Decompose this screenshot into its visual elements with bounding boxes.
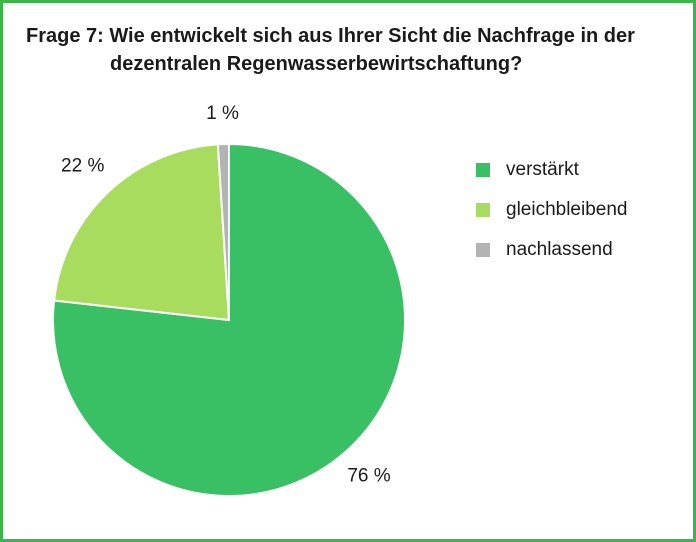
legend-item-1: verstärkt	[476, 150, 628, 190]
legend-swatch-2	[476, 203, 490, 217]
chart-legend: verstärkt gleichbleibend nachlassend	[476, 150, 628, 270]
legend-swatch-3	[476, 243, 490, 257]
pie-slice-3	[216, 142, 230, 321]
legend-label-3: nachlassend	[506, 239, 613, 260]
data-label-1: 76 %	[347, 466, 390, 487]
data-label-3: 1 %	[206, 103, 239, 124]
legend-label-1: verstärkt	[506, 159, 579, 180]
legend-item-2: gleichbleibend	[476, 190, 628, 230]
chart-title-line-1: Frage 7: Wie entwickelt sich aus Ihrer S…	[26, 25, 635, 47]
legend-item-3: nachlassend	[476, 230, 628, 270]
legend-swatch-1	[476, 163, 490, 177]
data-label-2: 22 %	[61, 156, 104, 177]
legend-label-2: gleichbleibend	[506, 199, 628, 220]
pie-slices	[52, 142, 406, 497]
pie-data-labels: 76 % 22 % 1 %	[61, 103, 391, 486]
chart-title: Frage 7: Wie entwickelt sich aus Ihrer S…	[26, 22, 666, 78]
chart-title-line-2: dezentralen Regenwasserbewirtschaftung?	[110, 53, 523, 75]
pie-slice-2	[52, 143, 231, 322]
